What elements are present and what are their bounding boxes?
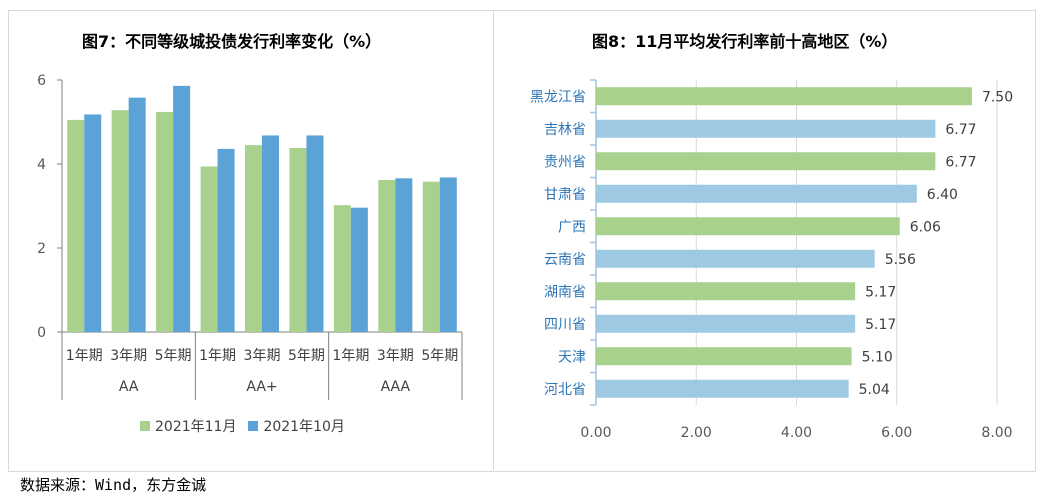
right-x-tick-label: 6.00 — [881, 425, 912, 441]
right-category-label: 四川省 — [544, 317, 586, 333]
left-group-label: AA+ — [246, 379, 277, 395]
hbar — [596, 87, 972, 106]
right-category-label: 云南省 — [544, 252, 586, 268]
left-chart-legend: 2021年11月 2021年10月 — [140, 416, 357, 436]
bar-oct — [395, 178, 413, 332]
right-category-label: 河北省 — [544, 382, 586, 398]
right-data-label: 5.04 — [859, 382, 890, 398]
right-category-label: 黑龙江省 — [530, 89, 586, 105]
bar-nov — [156, 111, 174, 332]
left-y-tick-label: 6 — [37, 73, 46, 89]
right-data-label: 5.56 — [885, 252, 916, 268]
left-x-tick-label: 3年期 — [110, 348, 147, 364]
hbar — [596, 249, 875, 268]
bar-oct — [217, 148, 235, 332]
bar-oct — [84, 114, 102, 332]
right-category-label: 天津 — [558, 349, 586, 365]
bar-nov — [289, 148, 307, 332]
left-x-tick-label: 3年期 — [377, 348, 414, 364]
legend-item-nov: 2021年11月 — [140, 416, 236, 436]
left-y-tick-label: 4 — [37, 157, 46, 173]
bar-oct — [262, 135, 279, 332]
right-chart-title: 图8：11月平均发行利率前十高地区（%） — [592, 32, 898, 51]
left-x-tick-label: 5年期 — [155, 348, 192, 364]
legend-swatch-blue — [248, 421, 259, 431]
right-x-tick-label: 8.00 — [981, 425, 1012, 441]
right-category-label: 贵州省 — [544, 154, 586, 170]
bar-nov — [67, 119, 85, 333]
right-x-tick-label: 0.00 — [580, 425, 611, 441]
bar-nov — [422, 181, 440, 332]
right-category-label: 吉林省 — [544, 122, 586, 138]
right-data-label: 6.77 — [945, 122, 976, 138]
hbar — [596, 282, 856, 301]
hbar — [596, 152, 936, 171]
left-x-tick-label: 5年期 — [288, 348, 325, 364]
right-category-label: 甘肃省 — [544, 187, 586, 203]
right-data-label: 5.10 — [862, 349, 893, 365]
right-x-tick-label: 2.00 — [681, 425, 712, 441]
hbar — [596, 347, 852, 366]
hbar — [596, 379, 849, 398]
left-chart-title: 图7：不同等级城投债发行利率变化（%） — [82, 32, 382, 51]
legend-swatch-green — [140, 421, 150, 431]
bar-oct — [350, 207, 368, 332]
hbar — [596, 119, 936, 138]
bar-nov — [245, 145, 262, 332]
right-category-label: 湖南省 — [544, 284, 586, 300]
left-x-tick-label: 1年期 — [332, 348, 369, 364]
right-data-label: 5.17 — [865, 317, 896, 333]
hbar — [596, 314, 856, 333]
left-x-tick-label: 1年期 — [199, 348, 236, 364]
bar-nov — [378, 179, 396, 332]
right-data-label: 6.06 — [910, 219, 941, 235]
bar-nov — [333, 205, 351, 332]
panel-divider — [493, 10, 494, 470]
right-data-label: 6.77 — [945, 154, 976, 170]
bar-oct — [173, 85, 191, 332]
bar-oct — [306, 135, 324, 332]
bar-oct — [128, 97, 146, 332]
right-category-label: 广西 — [558, 219, 586, 235]
left-x-tick-label: 1年期 — [66, 348, 103, 364]
left-x-tick-label: 3年期 — [244, 348, 281, 364]
right-data-label: 6.40 — [927, 187, 958, 203]
left-group-label: AAA — [381, 379, 411, 395]
left-y-tick-label: 0 — [37, 325, 46, 341]
left-y-tick-label: 2 — [37, 241, 46, 257]
right-x-tick-label: 4.00 — [781, 425, 812, 441]
left-group-label: AA — [119, 379, 139, 395]
hbar — [596, 184, 917, 203]
legend-item-oct: 2021年10月 — [248, 416, 345, 436]
left-x-tick-label: 5年期 — [421, 348, 458, 364]
bar-oct — [439, 177, 457, 332]
figure-frame — [8, 10, 1036, 472]
legend-label-oct: 2021年10月 — [263, 419, 345, 435]
hbar — [596, 217, 900, 236]
legend-label-nov: 2021年11月 — [155, 419, 237, 435]
data-source-note: 数据来源：Wind，东方金诚 — [20, 476, 207, 494]
right-data-label: 5.17 — [865, 284, 896, 300]
bar-nov — [200, 166, 218, 332]
right-data-label: 7.50 — [982, 89, 1013, 105]
bar-nov — [111, 110, 129, 333]
